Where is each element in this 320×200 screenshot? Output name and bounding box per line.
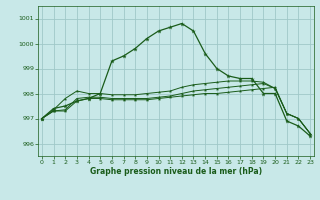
X-axis label: Graphe pression niveau de la mer (hPa): Graphe pression niveau de la mer (hPa) xyxy=(90,167,262,176)
